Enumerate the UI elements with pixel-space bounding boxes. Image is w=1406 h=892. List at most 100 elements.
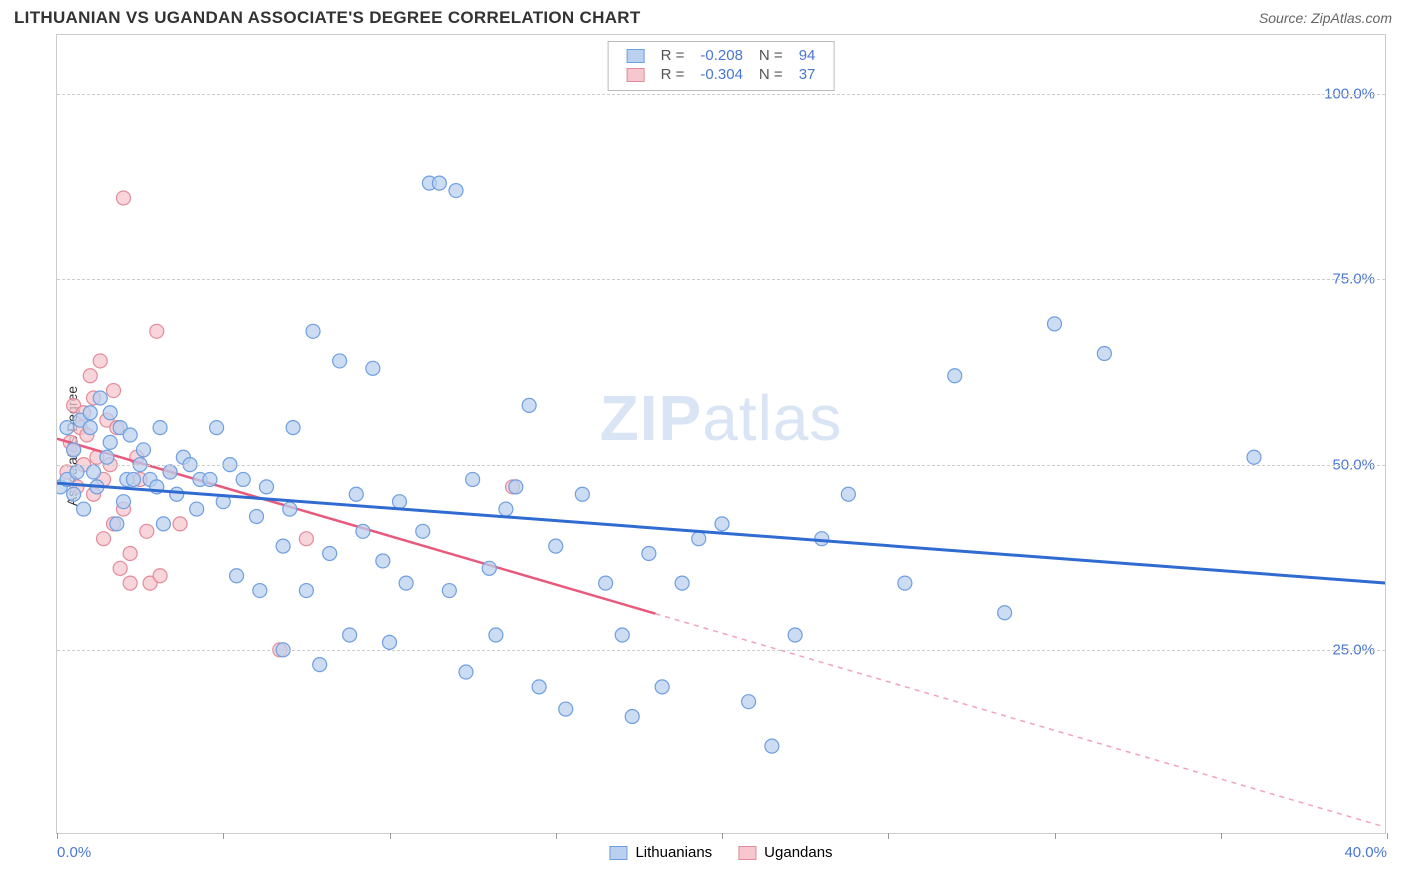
lithuanians-point — [323, 547, 337, 561]
ugandans-trendline-dashed — [656, 614, 1386, 828]
x-tick-mark — [556, 833, 557, 839]
lithuanians-point — [170, 487, 184, 501]
legend-R-value: -0.208 — [692, 46, 751, 65]
lithuanians-point — [77, 502, 91, 516]
lithuanians-point — [190, 502, 204, 516]
lithuanians-point — [343, 628, 357, 642]
legend-swatch — [627, 49, 645, 63]
lithuanians-point — [236, 472, 250, 486]
legend-R-label: R = — [653, 65, 693, 84]
lithuanians-point — [998, 606, 1012, 620]
lithuanians-point — [103, 406, 117, 420]
lithuanians-point — [1097, 347, 1111, 361]
lithuanians-point — [276, 539, 290, 553]
ugandans-point — [123, 576, 137, 590]
lithuanians-point — [466, 472, 480, 486]
lithuanians-point — [1048, 317, 1062, 331]
lithuanians-point — [509, 480, 523, 494]
lithuanians-point — [742, 695, 756, 709]
legend-row: R =-0.208N =94 — [619, 46, 824, 65]
ugandans-point — [140, 524, 154, 538]
lithuanians-point — [253, 584, 267, 598]
x-tick-mark — [1221, 833, 1222, 839]
lithuanians-point — [948, 369, 962, 383]
x-tick-mark — [722, 833, 723, 839]
legend-N-value: 94 — [791, 46, 824, 65]
lithuanians-point — [575, 487, 589, 501]
lithuanians-point — [432, 176, 446, 190]
x-tick-mark — [888, 833, 889, 839]
lithuanians-point — [841, 487, 855, 501]
lithuanians-point — [692, 532, 706, 546]
lithuanians-point — [532, 680, 546, 694]
lithuanians-point — [156, 517, 170, 531]
lithuanians-point — [549, 539, 563, 553]
lithuanians-point — [283, 502, 297, 516]
legend-N-value: 37 — [791, 65, 824, 84]
lithuanians-point — [126, 472, 140, 486]
lithuanians-point — [499, 502, 513, 516]
ugandans-point — [299, 532, 313, 546]
lithuanians-point — [349, 487, 363, 501]
lithuanians-point — [416, 524, 430, 538]
x-tick-label: 40.0% — [1344, 844, 1387, 861]
lithuanians-point — [210, 421, 224, 435]
x-tick-label: 0.0% — [57, 844, 91, 861]
legend-R-value: -0.304 — [692, 65, 751, 84]
lithuanians-point — [306, 324, 320, 338]
x-tick-mark — [1387, 833, 1388, 839]
lithuanians-point — [765, 739, 779, 753]
lithuanians-point — [655, 680, 669, 694]
lithuanians-point — [625, 709, 639, 723]
lithuanians-point — [117, 495, 131, 509]
lithuanians-point — [392, 495, 406, 509]
lithuanians-point — [489, 628, 503, 642]
lithuanians-point — [110, 517, 124, 531]
lithuanians-point — [313, 658, 327, 672]
lithuanians-point — [815, 532, 829, 546]
lithuanians-point — [399, 576, 413, 590]
lithuanians-point — [123, 428, 137, 442]
lithuanians-point — [449, 184, 463, 198]
gridline — [57, 94, 1385, 95]
chart-title: LITHUANIAN VS UGANDAN ASSOCIATE'S DEGREE… — [14, 8, 641, 28]
legend-item: Lithuanians — [609, 844, 712, 861]
legend-N-label: N = — [751, 46, 791, 65]
lithuanians-point — [642, 547, 656, 561]
ugandans-point — [113, 561, 127, 575]
chart-area: ZIPatlas R =-0.208N =94R =-0.304N =37 Li… — [56, 34, 1386, 834]
legend-swatch — [609, 846, 627, 860]
legend-label: Ugandans — [764, 844, 832, 861]
lithuanians-trendline — [57, 483, 1385, 583]
lithuanians-point — [715, 517, 729, 531]
lithuanians-point — [482, 561, 496, 575]
legend-N-label: N = — [751, 65, 791, 84]
x-tick-mark — [1055, 833, 1056, 839]
source-attribution: Source: ZipAtlas.com — [1259, 10, 1392, 26]
lithuanians-point — [83, 406, 97, 420]
lithuanians-point — [163, 465, 177, 479]
lithuanians-point — [675, 576, 689, 590]
lithuanians-point — [136, 443, 150, 457]
ugandans-point — [117, 191, 131, 205]
lithuanians-point — [366, 361, 380, 375]
lithuanians-point — [83, 421, 97, 435]
correlation-legend: R =-0.208N =94R =-0.304N =37 — [608, 41, 835, 91]
lithuanians-point — [788, 628, 802, 642]
lithuanians-point — [376, 554, 390, 568]
legend-R-label: R = — [653, 46, 693, 65]
gridline — [57, 465, 1385, 466]
lithuanians-point — [898, 576, 912, 590]
x-tick-mark — [57, 833, 58, 839]
legend-swatch — [627, 68, 645, 82]
lithuanians-point — [93, 391, 107, 405]
lithuanians-point — [286, 421, 300, 435]
lithuanians-point — [153, 421, 167, 435]
lithuanians-point — [203, 472, 217, 486]
ugandans-point — [173, 517, 187, 531]
legend-item: Ugandans — [738, 844, 832, 861]
lithuanians-point — [522, 398, 536, 412]
lithuanians-point — [383, 635, 397, 649]
ugandans-point — [83, 369, 97, 383]
lithuanians-point — [87, 465, 101, 479]
